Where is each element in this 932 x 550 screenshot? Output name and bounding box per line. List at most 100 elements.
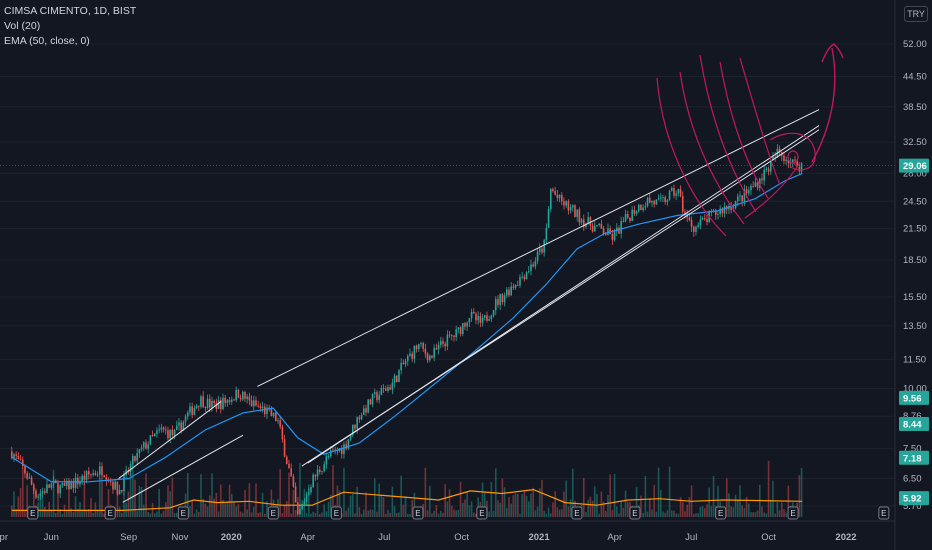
candle-body <box>252 400 255 407</box>
candle-body <box>305 494 308 502</box>
volume-bar <box>547 507 550 517</box>
drawn-arrow-line <box>811 47 836 163</box>
volume-bar <box>167 485 169 517</box>
ema-indicator-label[interactable]: EMA (50, close, 0) <box>4 35 90 47</box>
time-tick-label: Oct <box>454 532 469 543</box>
volume-bar <box>241 512 244 517</box>
candle-body <box>787 159 790 164</box>
earnings-marker-label: E <box>479 509 484 518</box>
candle-body <box>670 188 673 191</box>
volume-bar <box>145 473 147 517</box>
volume-bar <box>437 513 440 517</box>
candle-body <box>695 226 697 232</box>
candle-body <box>19 459 22 460</box>
candle-body <box>655 199 658 205</box>
candle-body <box>424 348 427 354</box>
volume-bar <box>798 475 801 517</box>
candle-body <box>395 375 398 383</box>
candle-body <box>468 318 471 323</box>
candle-body <box>114 481 116 490</box>
candle-body <box>369 399 372 405</box>
volume-bar <box>697 513 699 517</box>
candle-body <box>164 429 167 431</box>
volume-bar <box>285 501 288 517</box>
candle-body <box>365 408 367 413</box>
time-axis[interactable]: pr Jun Sep Nov 2020 Apr Jul Oct 2021 Apr Jul Oct 202… <box>0 520 895 543</box>
volume-bar <box>169 491 171 517</box>
volume-bar <box>527 501 530 517</box>
trendline <box>118 401 222 479</box>
volume-bar <box>510 503 512 517</box>
candle-body <box>648 197 651 203</box>
price-badge-label: 5.92 <box>903 494 922 505</box>
volume-bar <box>519 513 521 517</box>
candle-body <box>94 473 97 475</box>
candle-body <box>631 209 633 222</box>
volume-bar <box>321 512 323 517</box>
candle-body <box>356 417 358 429</box>
volume-bar <box>492 511 495 517</box>
volume-bar <box>670 510 673 517</box>
volume-bar <box>378 483 380 517</box>
volume-bar <box>472 512 475 517</box>
price-axis[interactable]: 52.00 44.50 38.50 32.50 28.00 24.50 21.50 18.50… <box>894 0 927 550</box>
volume-bar <box>703 508 706 517</box>
volume-bar <box>446 501 449 517</box>
candle-body <box>536 251 539 262</box>
hand-drawn-annotations[interactable] <box>656 43 844 237</box>
candle-body <box>173 429 176 436</box>
candle-body <box>483 315 486 318</box>
price-tick-label: 8.76 <box>903 411 922 422</box>
candle-body <box>217 400 220 409</box>
volume-bar <box>72 512 75 517</box>
candle-body <box>140 447 143 450</box>
volume-bar <box>448 489 451 517</box>
volume-bar <box>409 513 411 517</box>
candle-body <box>371 394 374 405</box>
volume-bar <box>541 479 543 517</box>
candle-body <box>191 406 193 415</box>
candle-body <box>488 319 490 321</box>
volume-indicator-label[interactable]: Vol (20) <box>4 20 41 32</box>
time-tick-label: Jun <box>44 532 59 543</box>
candle-body <box>48 484 50 488</box>
candle-body <box>184 416 187 422</box>
drawn-wave-4 <box>719 61 769 199</box>
volume-bar <box>87 509 90 517</box>
candle-body <box>741 195 743 202</box>
volume-bar <box>21 468 24 517</box>
earnings-marker-label: E <box>881 509 886 518</box>
trendlines[interactable] <box>118 109 820 503</box>
volume-bar <box>736 500 739 517</box>
volume-bar <box>186 473 189 517</box>
candle-body <box>585 223 587 227</box>
volume-bar <box>750 512 752 517</box>
volume-bar <box>239 511 242 517</box>
symbol-title[interactable]: CIMSA CIMENTO, 1D, BIST <box>4 5 137 17</box>
candle-body <box>373 392 376 395</box>
earnings-marker-label: E <box>334 509 339 518</box>
volume-bar <box>582 477 585 517</box>
volume-bar <box>367 510 369 517</box>
volume-bar <box>43 506 46 517</box>
volume-bar <box>202 498 204 517</box>
volume-bar <box>204 503 207 517</box>
candle-body <box>774 156 776 158</box>
candle-body <box>98 466 101 475</box>
candle-body <box>96 474 99 476</box>
volume-bar <box>250 512 253 517</box>
earnings-marker-label: E <box>107 509 112 518</box>
candle-body <box>213 400 215 404</box>
price-badge-label: 7.18 <box>903 453 922 464</box>
volume-bar <box>725 478 728 517</box>
volume-bar <box>329 494 332 517</box>
volume-bar <box>197 511 200 517</box>
earnings-marker <box>878 506 890 520</box>
volume-bar <box>543 510 545 517</box>
currency-button[interactable]: TRY <box>904 6 928 22</box>
volume-bar <box>431 513 433 517</box>
price-badge <box>899 416 929 431</box>
candle-body <box>281 426 284 440</box>
